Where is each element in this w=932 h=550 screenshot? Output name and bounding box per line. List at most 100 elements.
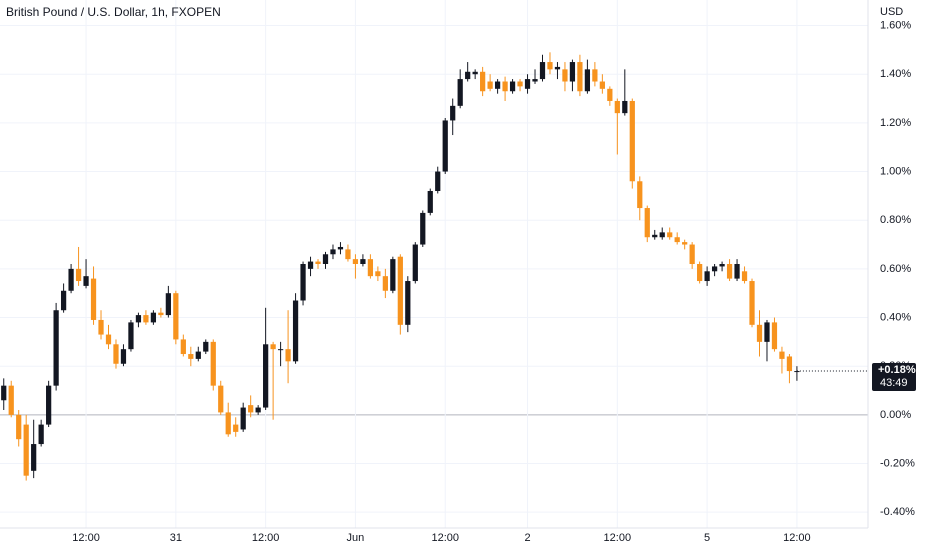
candle-body: [637, 181, 643, 209]
candle-body: [248, 405, 254, 413]
candle-body: [240, 407, 246, 430]
candle-body: [734, 264, 740, 279]
candle-body: [689, 244, 695, 264]
y-tick-label: 0.40%: [880, 311, 911, 323]
candle-body: [270, 344, 276, 350]
candle-body: [345, 249, 351, 260]
candle-body: [719, 264, 725, 267]
x-tick-label: 12:00: [72, 532, 100, 544]
last-price-box: [872, 363, 916, 392]
candle-body: [105, 334, 112, 345]
candle-body: [367, 259, 374, 277]
candle-body: [554, 66, 561, 70]
candle-body: [509, 81, 516, 92]
x-tick-label: 5: [704, 532, 710, 544]
candle-body: [726, 264, 733, 279]
candle-body: [113, 344, 119, 364]
candle-body: [90, 278, 97, 320]
candle-body: [435, 171, 441, 192]
y-tick-label: 1.20%: [880, 117, 911, 129]
candles: [1, 52, 800, 481]
countdown-label: 43:49: [880, 377, 908, 389]
candle-body: [659, 232, 665, 238]
candle-body: [405, 281, 411, 325]
candle-body: [8, 385, 14, 415]
candle-body: [771, 322, 778, 350]
candle-body: [150, 312, 157, 323]
candle-body: [652, 234, 658, 238]
candle-body: [697, 264, 703, 282]
candle-body: [23, 424, 29, 476]
candle-body: [173, 293, 179, 340]
candle-body: [330, 249, 336, 255]
candle-body: [300, 264, 306, 301]
candle-body: [68, 268, 74, 291]
candle-body: [682, 242, 688, 245]
candle-body: [53, 310, 59, 386]
candle-body: [233, 424, 239, 432]
last-price-label: +0.18%: [878, 364, 916, 376]
candle-body: [547, 62, 553, 70]
y-tick-label: 1.40%: [880, 68, 911, 80]
candle-body: [98, 319, 104, 335]
candle-body: [741, 271, 748, 282]
candle-body: [292, 300, 299, 362]
grid: [0, 0, 868, 528]
candle-body: [382, 276, 388, 291]
candle-body: [622, 100, 628, 114]
candle-body: [128, 322, 134, 350]
candle-body: [427, 191, 433, 213]
x-tick-label: 12:00: [604, 532, 632, 544]
candle-body: [277, 349, 284, 351]
candle-body: [203, 341, 209, 352]
candle-body: [794, 371, 800, 373]
candle-body: [360, 259, 366, 264]
candle-body: [674, 237, 680, 243]
candle-body: [457, 79, 463, 106]
candle-body: [1, 385, 7, 401]
y-tick-label: 0.60%: [880, 263, 911, 275]
candle-body: [502, 81, 508, 92]
candle-body: [225, 412, 231, 435]
candle-body: [337, 246, 344, 250]
chart-title: British Pound / U.S. Dollar, 1h, FXOPEN: [6, 5, 221, 19]
candle-body: [143, 315, 149, 323]
candle-body: [629, 100, 635, 182]
candle-body: [375, 271, 381, 277]
candle-body: [592, 69, 598, 82]
y-tick-label: -0.40%: [880, 506, 915, 518]
candle-body: [390, 259, 396, 291]
candle-body: [135, 315, 142, 323]
axis-labels: -0.40%-0.20%0.00%0.20%0.40%0.60%0.80%1.0…: [72, 19, 916, 544]
y-tick-label: 1.00%: [880, 165, 911, 177]
candle-body: [263, 344, 269, 408]
candle-body: [450, 105, 456, 121]
candle-body: [517, 81, 523, 87]
candle-body: [315, 261, 321, 264]
candle-body: [562, 69, 568, 82]
candle-body: [46, 385, 52, 425]
candle-body: [667, 232, 673, 238]
y-tick-label: -0.20%: [880, 457, 915, 469]
candle-body: [494, 81, 501, 89]
candle-body: [420, 212, 426, 245]
candle-body: [255, 407, 261, 413]
candle-body: [442, 120, 448, 172]
candle-body: [599, 81, 605, 89]
candle-body: [352, 259, 359, 264]
candle-body: [756, 324, 763, 342]
candle-body: [569, 62, 576, 82]
candle-body: [285, 349, 291, 362]
x-tick-label: 12:00: [431, 532, 459, 544]
x-tick-label: 12:00: [252, 532, 280, 544]
candle-body: [180, 339, 186, 355]
candle-body: [322, 254, 329, 264]
candle-body: [60, 290, 67, 311]
candle-body: [472, 71, 478, 75]
candle-body: [532, 79, 538, 82]
candle-body: [16, 414, 22, 440]
candle-body: [749, 281, 755, 325]
candle-body: [188, 354, 194, 359]
candle-body: [38, 424, 44, 445]
candle-body: [764, 322, 770, 342]
